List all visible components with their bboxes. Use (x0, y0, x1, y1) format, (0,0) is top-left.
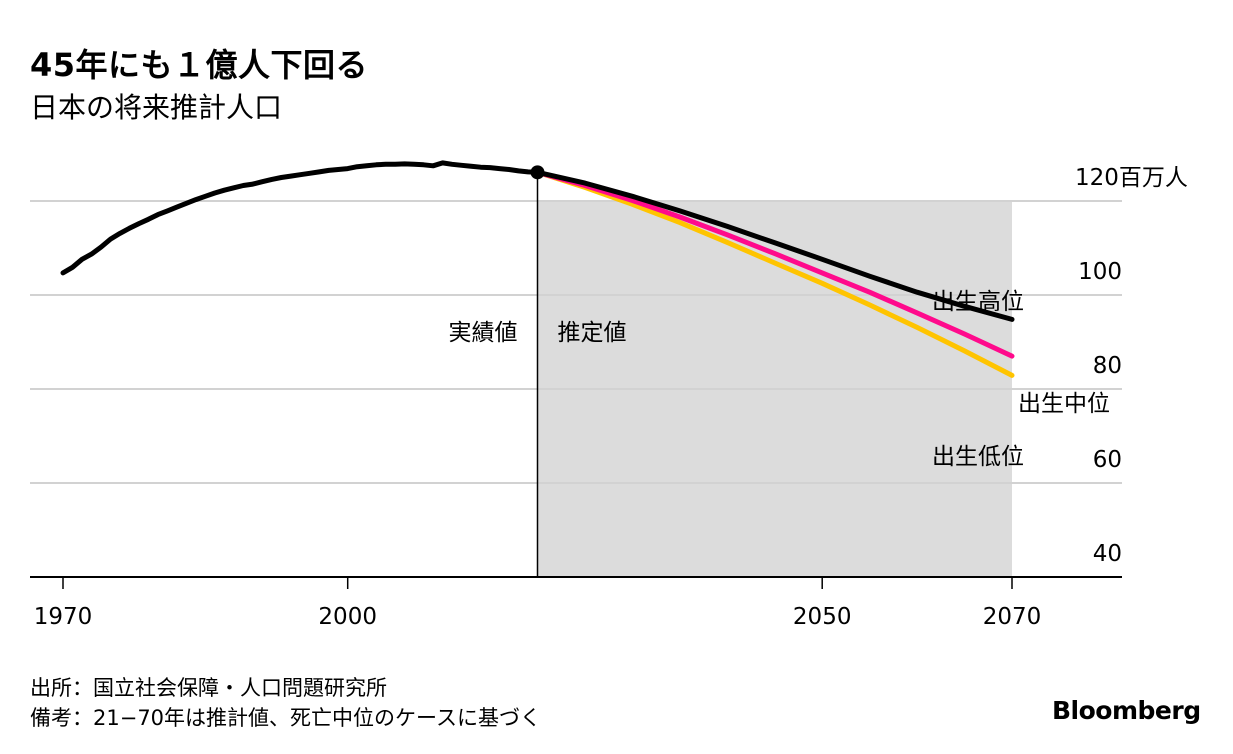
current-point-marker (530, 165, 545, 180)
y-tick-label: 60 (1093, 447, 1122, 473)
bloomberg-logo: Bloomberg (1052, 696, 1201, 725)
y-tick-label: 120百万人 (1075, 165, 1188, 191)
series-label-1: 出生中位 (1018, 391, 1110, 417)
series-line-1 (535, 169, 1015, 359)
series-line-2 (535, 169, 1015, 378)
series-label-0: 出生高位 (932, 289, 1024, 315)
footnote: 備考：21−70年は推計値、死亡中位のケースに基づく (30, 706, 541, 730)
x-tick-label: 2050 (793, 604, 852, 630)
y-tick-label: 80 (1093, 353, 1122, 379)
source-note: 出所：国立社会保障・人口問題研究所 (30, 676, 387, 700)
x-tick-label: 2000 (318, 604, 377, 630)
actual-region-label: 実績値 (449, 320, 518, 346)
series-label-2: 出生低位 (932, 444, 1024, 470)
projection-region-label: 推定値 (558, 320, 627, 346)
actual-population-line (60, 160, 540, 276)
chart-title: 45年にも１億人下回る (30, 46, 369, 84)
x-tick-label: 2070 (983, 604, 1042, 630)
y-tick-label: 40 (1093, 541, 1122, 567)
x-tick-label: 1970 (34, 604, 93, 630)
chart-subtitle: 日本の将来推計人口 (30, 91, 283, 124)
y-tick-label: 100 (1078, 259, 1122, 285)
series-line-0 (535, 169, 1015, 322)
